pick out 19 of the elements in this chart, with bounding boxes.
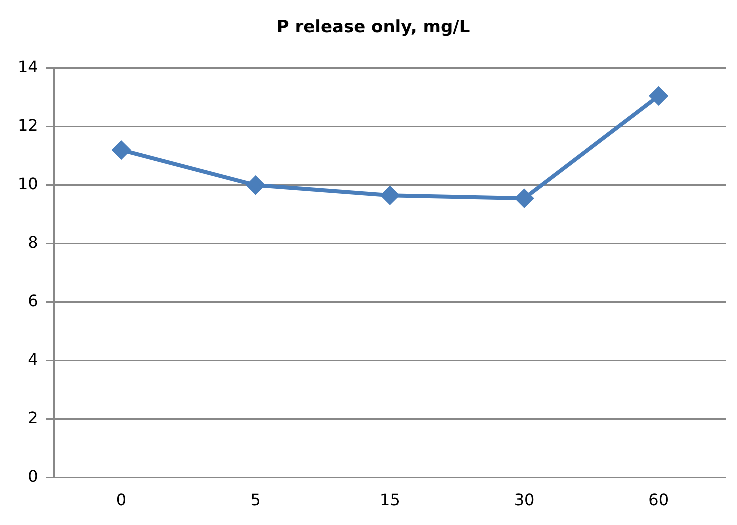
x-tick-label: 15 xyxy=(380,490,400,510)
y-tick-label: 6 xyxy=(28,292,38,310)
x-tick-label: 5 xyxy=(250,490,261,510)
point xyxy=(112,141,131,160)
point xyxy=(650,87,668,106)
x-tick-label: 30 xyxy=(514,490,535,510)
x-tick-label: 60 xyxy=(648,490,670,510)
y-tick-label: 8 xyxy=(28,233,38,252)
y-tick-label: 12 xyxy=(18,116,38,136)
point xyxy=(246,176,265,194)
x-tick-label: 0 xyxy=(116,490,127,510)
point xyxy=(381,186,400,205)
y-tick-label: 4 xyxy=(28,350,38,369)
point xyxy=(516,190,534,208)
chart-title: P release only, mg/L xyxy=(276,18,470,38)
y-tick-label: 10 xyxy=(18,174,38,194)
y-tick-label: 14 xyxy=(18,58,38,77)
y-tick-label: 2 xyxy=(28,408,38,428)
y-tick-label: 0 xyxy=(28,466,38,486)
